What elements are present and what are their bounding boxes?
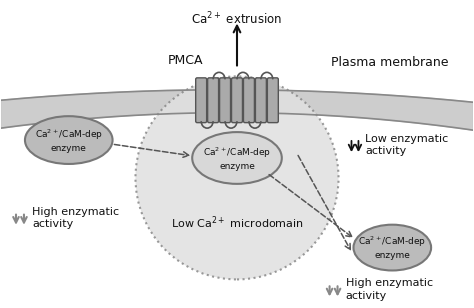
Text: Low Ca$^{2+}$ microdomain: Low Ca$^{2+}$ microdomain: [171, 214, 303, 231]
Ellipse shape: [192, 132, 282, 184]
Text: Ca$^{2+}$ extrusion: Ca$^{2+}$ extrusion: [191, 11, 283, 27]
Text: Low enzymatic
activity: Low enzymatic activity: [365, 134, 449, 156]
Ellipse shape: [354, 225, 431, 270]
Text: Plasma membrane: Plasma membrane: [330, 56, 448, 69]
FancyBboxPatch shape: [196, 78, 207, 123]
FancyBboxPatch shape: [244, 78, 255, 123]
FancyBboxPatch shape: [231, 78, 243, 123]
Text: High enzymatic
activity: High enzymatic activity: [346, 278, 433, 301]
FancyBboxPatch shape: [267, 78, 278, 123]
Circle shape: [136, 76, 338, 279]
FancyBboxPatch shape: [255, 78, 266, 123]
Text: Ca$^{2+}$/CaM-dep
enzyme: Ca$^{2+}$/CaM-dep enzyme: [35, 127, 103, 153]
FancyBboxPatch shape: [208, 78, 219, 123]
Text: Ca$^{2+}$/CaM-dep
enzyme: Ca$^{2+}$/CaM-dep enzyme: [358, 235, 427, 260]
Text: Ca$^{2+}$/CaM-dep
enzyme: Ca$^{2+}$/CaM-dep enzyme: [203, 145, 271, 171]
Text: High enzymatic
activity: High enzymatic activity: [32, 206, 119, 229]
Text: PMCA: PMCA: [167, 54, 203, 67]
Polygon shape: [1, 90, 473, 130]
Ellipse shape: [25, 116, 112, 164]
FancyBboxPatch shape: [219, 78, 230, 123]
